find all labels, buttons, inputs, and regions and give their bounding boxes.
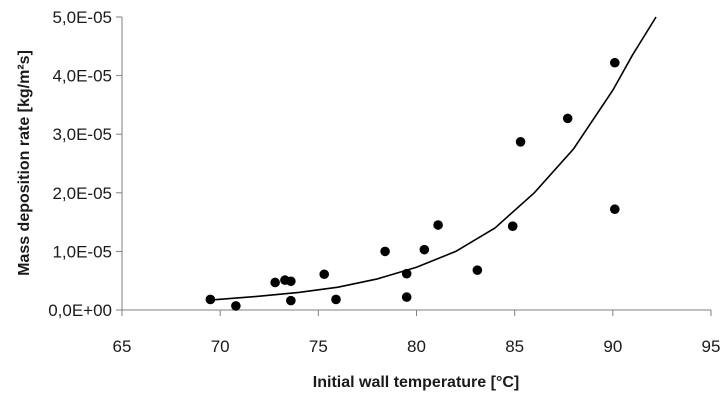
data-point	[507, 221, 518, 231]
data-point	[231, 301, 241, 311]
x-axis-title: Initial wall temperature [°C]	[313, 374, 519, 391]
y-tick-label: 0,0E+00	[48, 301, 112, 320]
data-point	[286, 276, 296, 287]
data-point	[331, 294, 341, 305]
data-point	[433, 220, 443, 230]
data-point	[472, 265, 483, 275]
y-ticks: 0,0E+00 1,0E-05 2,0E-05 3,0E-05 4,0E-05 5,0E-…	[48, 8, 122, 320]
data-point	[610, 204, 620, 215]
x-tick-label: 80	[407, 337, 426, 356]
y-tick-label: 3,0E-05	[52, 125, 112, 144]
data-point	[401, 268, 412, 279]
y-tick-label: 5,0E-05	[52, 8, 112, 27]
x-tick-label: 95	[702, 337, 721, 356]
x-tick-label: 70	[211, 337, 230, 356]
data-point	[610, 57, 620, 68]
data-point	[380, 246, 390, 257]
x-tick-label: 85	[505, 337, 524, 356]
trendline-curve	[210, 16, 657, 301]
y-tick-label: 2,0E-05	[52, 184, 112, 203]
data-point	[401, 292, 412, 302]
data-point	[270, 277, 280, 288]
data-point	[419, 244, 430, 255]
data-point	[205, 294, 216, 305]
data-point	[515, 137, 526, 147]
y-axis-title: Mass deposition rate [kg/m²s]	[16, 50, 33, 276]
x-ticks: 65 70 75 80 85 90 95	[113, 310, 721, 356]
y-tick-label: 4,0E-05	[52, 67, 112, 86]
data-point	[286, 295, 296, 306]
x-tick-label: 75	[309, 337, 328, 356]
axes	[121, 17, 711, 311]
data-points	[205, 57, 620, 311]
y-tick-label: 1,0E-05	[52, 242, 112, 261]
x-tick-label: 65	[113, 337, 132, 356]
data-point	[562, 113, 573, 124]
data-point	[319, 269, 330, 280]
x-tick-label: 90	[603, 337, 622, 356]
